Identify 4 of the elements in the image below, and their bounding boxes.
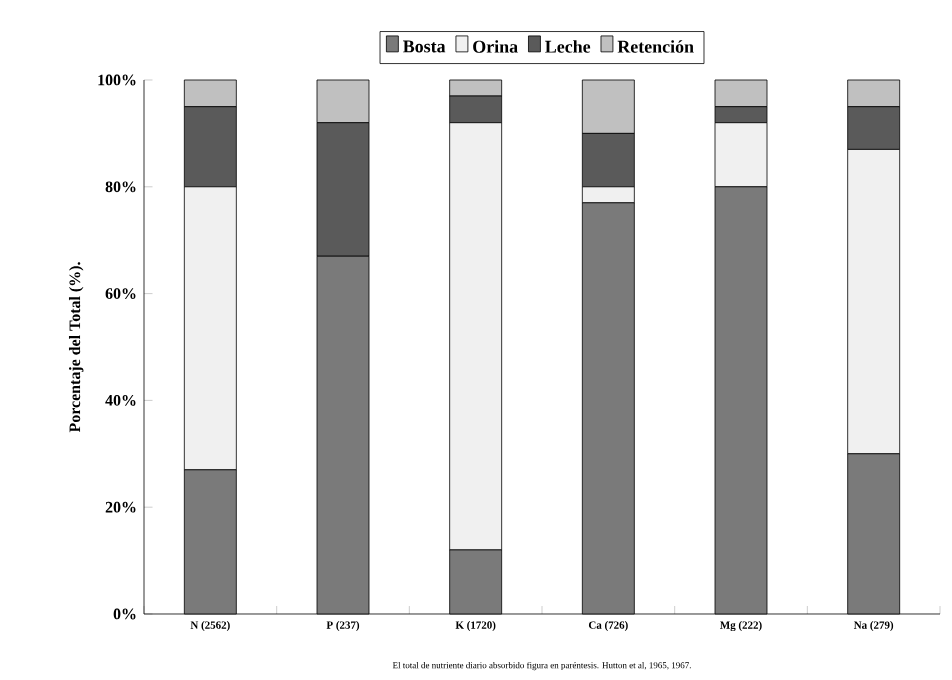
legend-label: Retención: [617, 40, 694, 53]
legend-label: Orina: [473, 40, 518, 53]
legend-label: Leche: [545, 40, 591, 53]
legend-label: Bosta: [403, 40, 446, 53]
